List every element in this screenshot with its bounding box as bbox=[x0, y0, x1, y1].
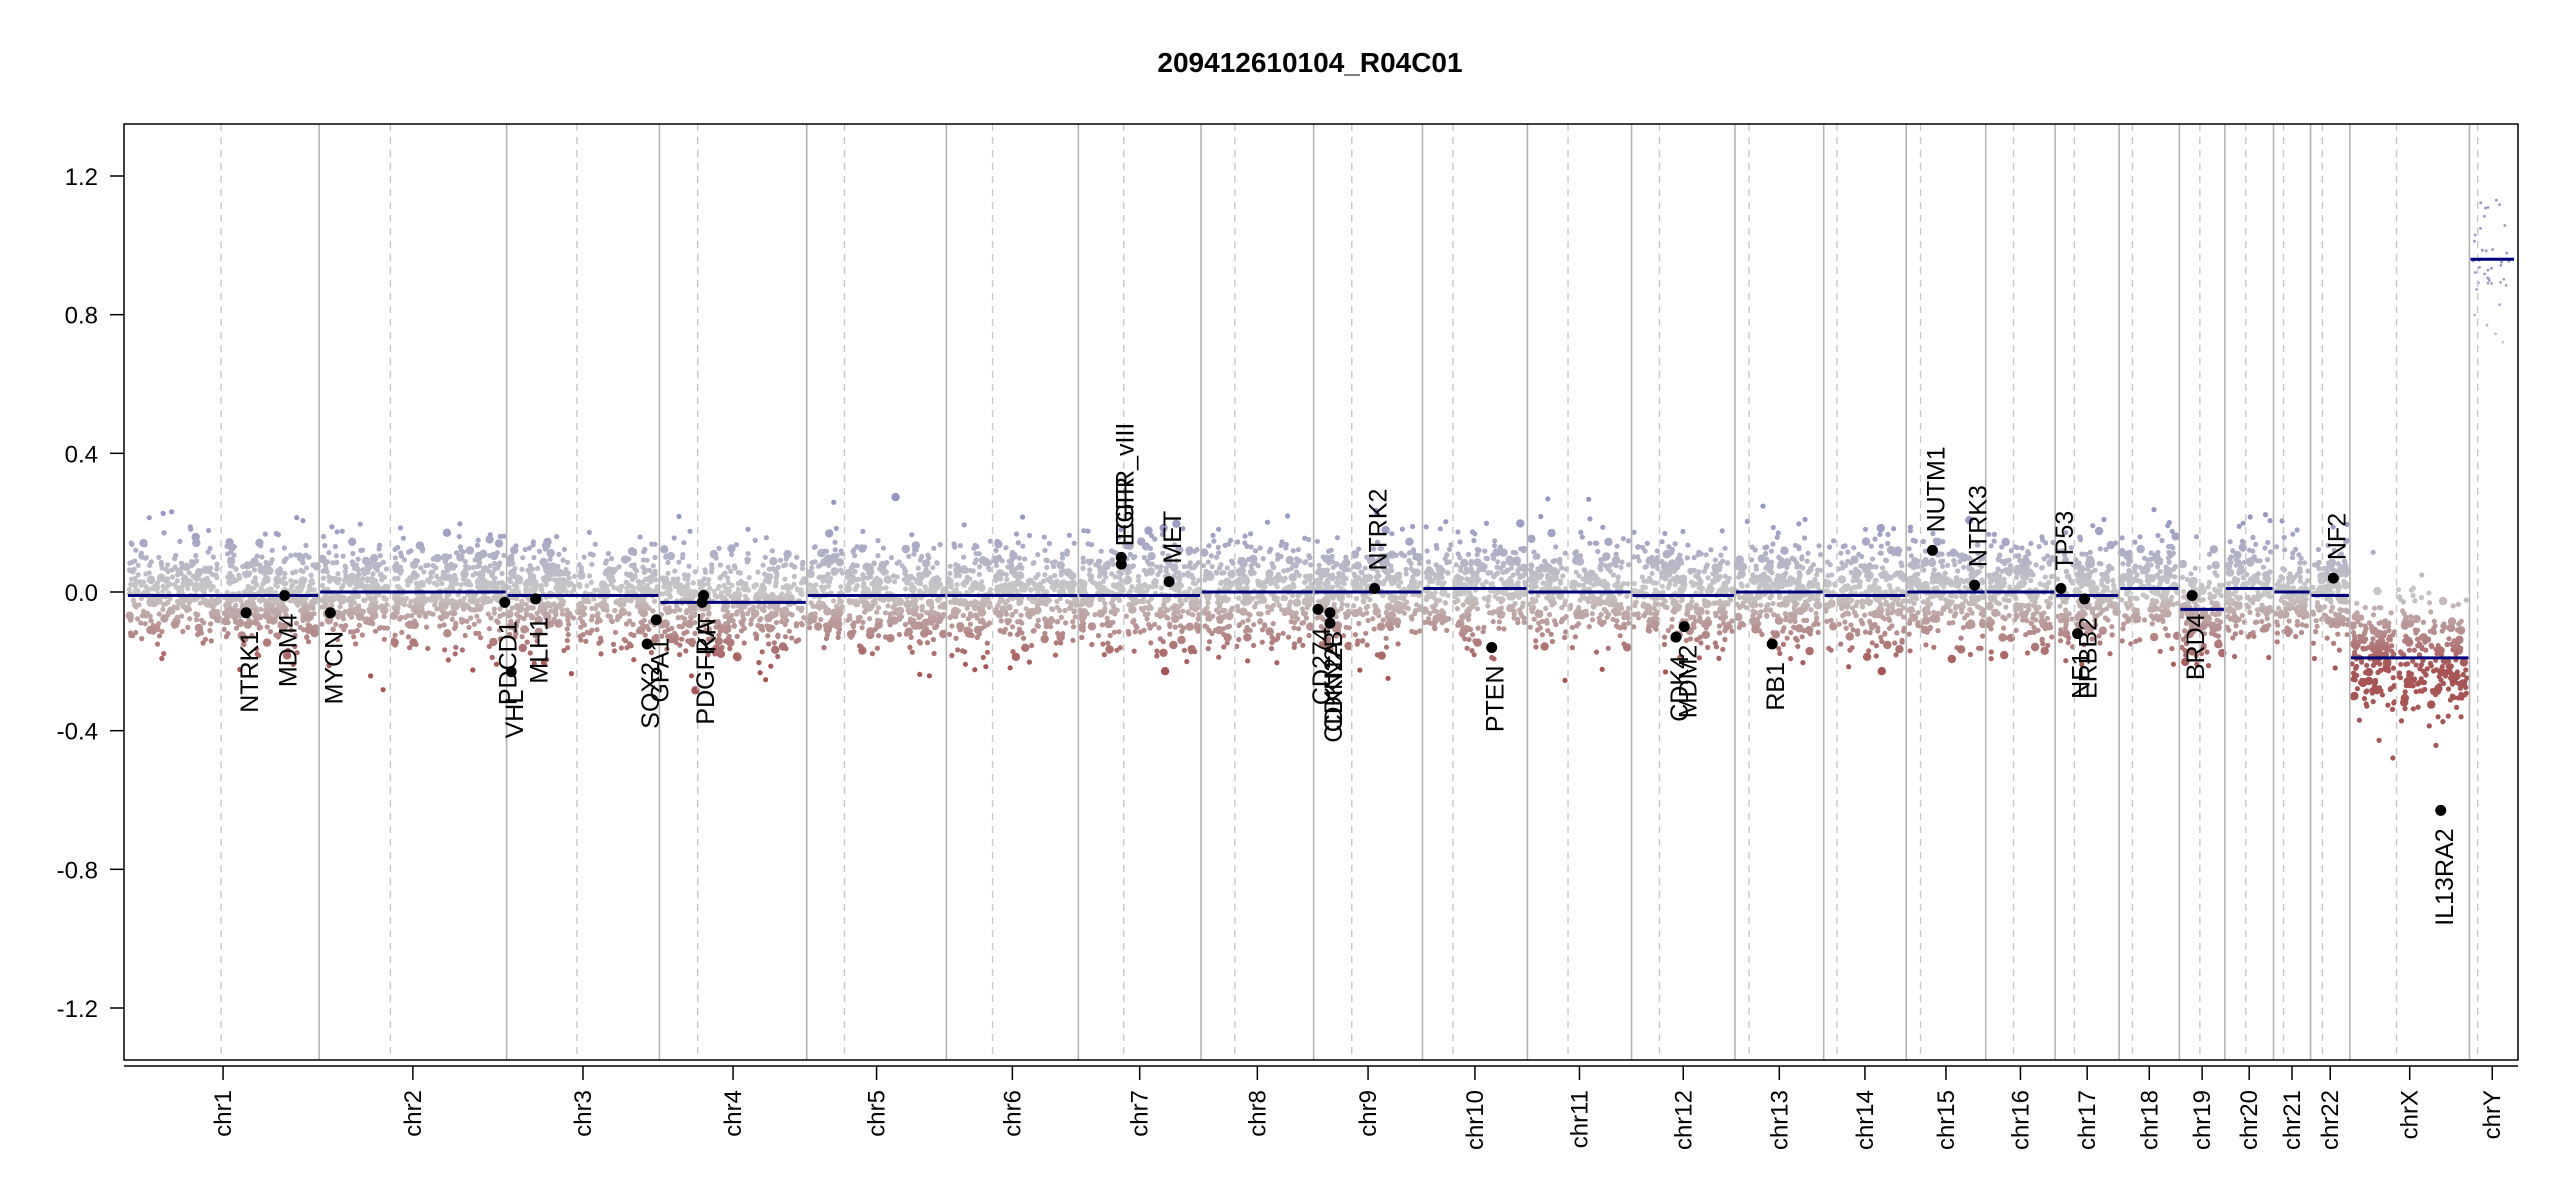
gene-point bbox=[324, 607, 336, 619]
gene-label: NTRK3 bbox=[1965, 485, 1993, 567]
gene-label: MET bbox=[1159, 511, 1187, 564]
gene-point bbox=[1312, 603, 1324, 615]
x-tick-label: chr22 bbox=[2317, 1090, 2344, 1150]
gene-point bbox=[279, 589, 291, 601]
gene-point bbox=[2072, 628, 2084, 640]
gene-point bbox=[1163, 576, 1175, 588]
y-tick-label: 0.0 bbox=[65, 580, 98, 607]
gene-point bbox=[650, 614, 662, 626]
x-tick-label: chr21 bbox=[2279, 1090, 2306, 1150]
gene-point bbox=[2055, 583, 2067, 595]
x-tick-label: chr15 bbox=[1933, 1090, 1960, 1150]
gene-label: NTRK2 bbox=[1365, 489, 1393, 571]
x-tick-label: chr6 bbox=[999, 1090, 1026, 1137]
gene-point bbox=[1766, 638, 1778, 650]
gene-point bbox=[1369, 583, 1381, 595]
x-tick-label: chr16 bbox=[2007, 1090, 2034, 1150]
chart-title: 209412610104_R04C01 bbox=[1157, 47, 1462, 78]
gene-label: CDKN2A bbox=[1320, 641, 1348, 743]
y-tick-label: 0.4 bbox=[65, 441, 98, 468]
y-tick-label: -0.8 bbox=[57, 857, 98, 884]
gene-point bbox=[641, 638, 653, 650]
gene-label: GPA1 bbox=[646, 638, 674, 703]
gene-point bbox=[698, 589, 710, 601]
gene-label: PTEN bbox=[1482, 665, 1510, 732]
x-tick-label: chr1 bbox=[210, 1090, 237, 1137]
gene-point bbox=[240, 607, 252, 619]
gene-label: PDCD1 bbox=[495, 620, 523, 705]
gene-point bbox=[499, 596, 511, 608]
gene-label: KIT bbox=[694, 613, 722, 652]
gene-point bbox=[1486, 641, 1498, 653]
gene-label: EGFR bbox=[1111, 477, 1139, 546]
gene-label: PDGFRA bbox=[692, 620, 720, 725]
x-tick-label: chrY bbox=[2479, 1090, 2506, 1139]
x-tick-label: chr12 bbox=[1670, 1090, 1697, 1150]
gene-point bbox=[2079, 593, 2091, 605]
x-tick-label: chr13 bbox=[1766, 1090, 1793, 1150]
x-tick-label: chrX bbox=[2397, 1090, 2424, 1139]
gene-point bbox=[1926, 544, 1938, 556]
x-tick-label: chr18 bbox=[2136, 1090, 2163, 1150]
gene-point bbox=[1324, 607, 1336, 619]
gene-label: RB1 bbox=[1762, 662, 1790, 711]
x-tick-label: chr19 bbox=[2189, 1090, 2216, 1150]
y-tick-label: -0.4 bbox=[57, 719, 98, 746]
x-tick-label: chr2 bbox=[400, 1090, 427, 1137]
probe-dots bbox=[125, 198, 2511, 761]
gene-label: MDM2 bbox=[1674, 645, 1702, 719]
gene-point bbox=[1115, 551, 1127, 563]
gene-label: EGFR_vIII bbox=[1111, 423, 1139, 540]
gene-label: IL13RA2 bbox=[2431, 828, 2459, 925]
x-tick-label: chr5 bbox=[864, 1090, 891, 1137]
gene-label: VHL bbox=[501, 690, 529, 739]
gene-point bbox=[1324, 617, 1336, 629]
gene-point bbox=[2327, 572, 2339, 584]
y-tick-label: -1.2 bbox=[57, 996, 98, 1023]
y-axis: -1.2 -0.8 -0.4 0.0 0.4 0.8 1.2 bbox=[57, 164, 124, 1023]
x-tick-label: chr11 bbox=[1566, 1090, 1593, 1148]
gene-label: CD274 bbox=[1308, 627, 1336, 705]
gene-point bbox=[2435, 804, 2447, 816]
gene-label: NTRK1 bbox=[236, 631, 264, 713]
gene-label: CDKN2B bbox=[1320, 631, 1348, 732]
gene-point bbox=[505, 666, 517, 678]
gene-label: NF2 bbox=[2323, 513, 2351, 560]
chromosome-boundaries bbox=[220, 124, 2479, 1060]
gene-point bbox=[530, 593, 542, 605]
gene-label: NF1 bbox=[2068, 652, 2096, 699]
x-tick-label: chr17 bbox=[2074, 1090, 2101, 1150]
x-tick-label: chr20 bbox=[2236, 1090, 2263, 1150]
gene-label: MYCN bbox=[320, 631, 348, 705]
x-tick-label: chr4 bbox=[720, 1090, 747, 1137]
x-tick-label: chr8 bbox=[1244, 1090, 1271, 1137]
gene-label: NUTM1 bbox=[1922, 446, 1950, 532]
gene-label: CDK4 bbox=[1666, 655, 1694, 722]
gene-label: MLH1 bbox=[526, 617, 554, 684]
x-tick-label: chr3 bbox=[570, 1090, 597, 1137]
x-tick-label: chr10 bbox=[1462, 1090, 1489, 1150]
x-axis: chr1 chr2 chr3 chr4 chr5 chr6 chr7 chr8 chr9 chr1… bbox=[124, 1065, 2518, 1150]
segment-lines bbox=[128, 257, 2514, 660]
gene-point bbox=[1678, 621, 1690, 633]
y-tick-label: 0.8 bbox=[65, 303, 98, 330]
gene-point bbox=[2186, 589, 2198, 601]
x-tick-label: chr14 bbox=[1852, 1090, 1879, 1150]
gene-label: MDM4 bbox=[275, 613, 303, 687]
x-tick-label: chr7 bbox=[1127, 1090, 1154, 1137]
gene-label: BRD4 bbox=[2182, 613, 2210, 680]
gene-label: TP53 bbox=[2051, 511, 2079, 571]
x-tick-label: chr9 bbox=[1355, 1090, 1382, 1137]
gene-point bbox=[1670, 631, 1682, 643]
y-tick-label: 1.2 bbox=[65, 164, 98, 191]
gene-label: ERBB2 bbox=[2075, 617, 2103, 699]
gene-label: SOX2 bbox=[637, 662, 665, 729]
gene-point bbox=[1969, 579, 1981, 591]
